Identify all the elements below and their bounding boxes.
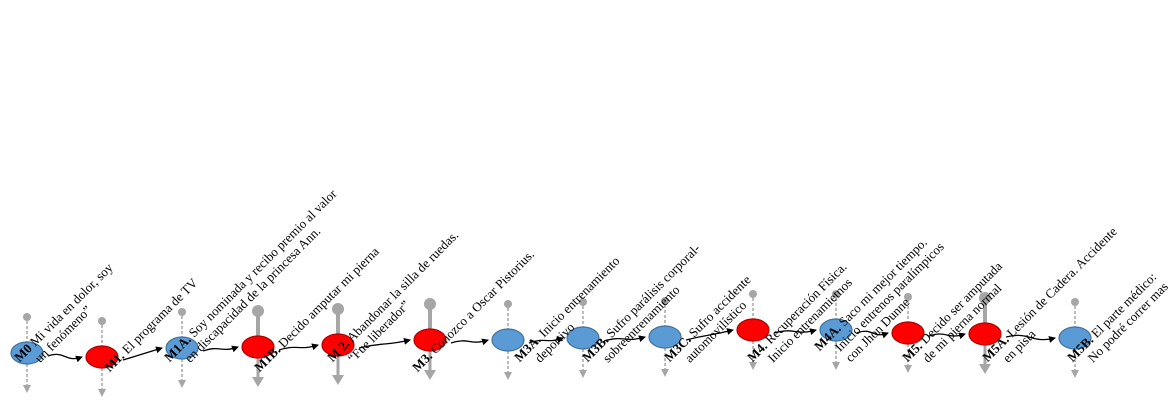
connector-dot — [424, 298, 436, 310]
flow-arrow — [1005, 334, 1056, 343]
flow-arrow — [773, 328, 817, 336]
down-arrow-icon — [252, 377, 264, 387]
down-arrow-icon — [504, 372, 512, 380]
connector-dot — [23, 313, 31, 321]
down-arrow-icon — [904, 365, 912, 373]
connector-dot — [832, 290, 840, 298]
flow-arrow — [528, 336, 564, 344]
down-arrow-icon — [1071, 370, 1079, 378]
down-arrow-icon — [979, 364, 991, 374]
down-arrow-icon — [178, 380, 186, 388]
connector-dot — [98, 317, 106, 325]
down-arrow-icon — [23, 385, 31, 393]
milestone-node-9 — [736, 318, 770, 342]
flow-arrow — [856, 330, 889, 339]
connector-dot — [252, 305, 264, 317]
connector-dot — [904, 293, 912, 301]
milestone-node-3 — [241, 335, 275, 359]
connector-dot — [332, 303, 344, 315]
connector-dot — [749, 290, 757, 298]
connector-dot — [661, 297, 669, 305]
milestone-node-8 — [648, 325, 682, 349]
flow-arrow — [278, 343, 319, 351]
connector-dot — [1071, 298, 1079, 306]
down-arrow-icon — [332, 375, 344, 385]
down-arrow-icon — [749, 362, 757, 370]
milestone-node-6 — [491, 328, 525, 352]
flow-arrow — [122, 346, 163, 361]
milestone-node-2 — [165, 336, 199, 360]
down-arrow-icon — [832, 362, 840, 370]
flow-arrow — [358, 337, 411, 349]
down-arrow-icon — [661, 369, 669, 377]
connector-dot — [579, 298, 587, 306]
milestone-node-0 — [10, 341, 44, 365]
milestone-node-5 — [413, 328, 447, 352]
milestone-node-4 — [321, 333, 355, 357]
down-arrow-icon — [424, 370, 436, 380]
connector-dot — [178, 308, 186, 316]
milestone-node-13 — [1058, 326, 1092, 350]
down-arrow-icon — [98, 389, 106, 397]
down-arrow-icon — [579, 370, 587, 378]
connector-dot — [979, 292, 991, 304]
milestone-node-12 — [968, 322, 1002, 346]
flow-arrow — [928, 332, 966, 340]
flow-arrow — [603, 335, 646, 343]
milestone-node-10 — [819, 318, 853, 342]
flow-arrow — [450, 338, 489, 346]
connector-dot — [504, 300, 512, 308]
milestone-node-11 — [891, 321, 925, 345]
flow-arrow — [685, 328, 734, 341]
milestone-node-7 — [566, 326, 600, 350]
milestone-node-1 — [85, 345, 119, 369]
flow-arrow — [202, 345, 239, 353]
flow-arrow — [47, 353, 83, 363]
